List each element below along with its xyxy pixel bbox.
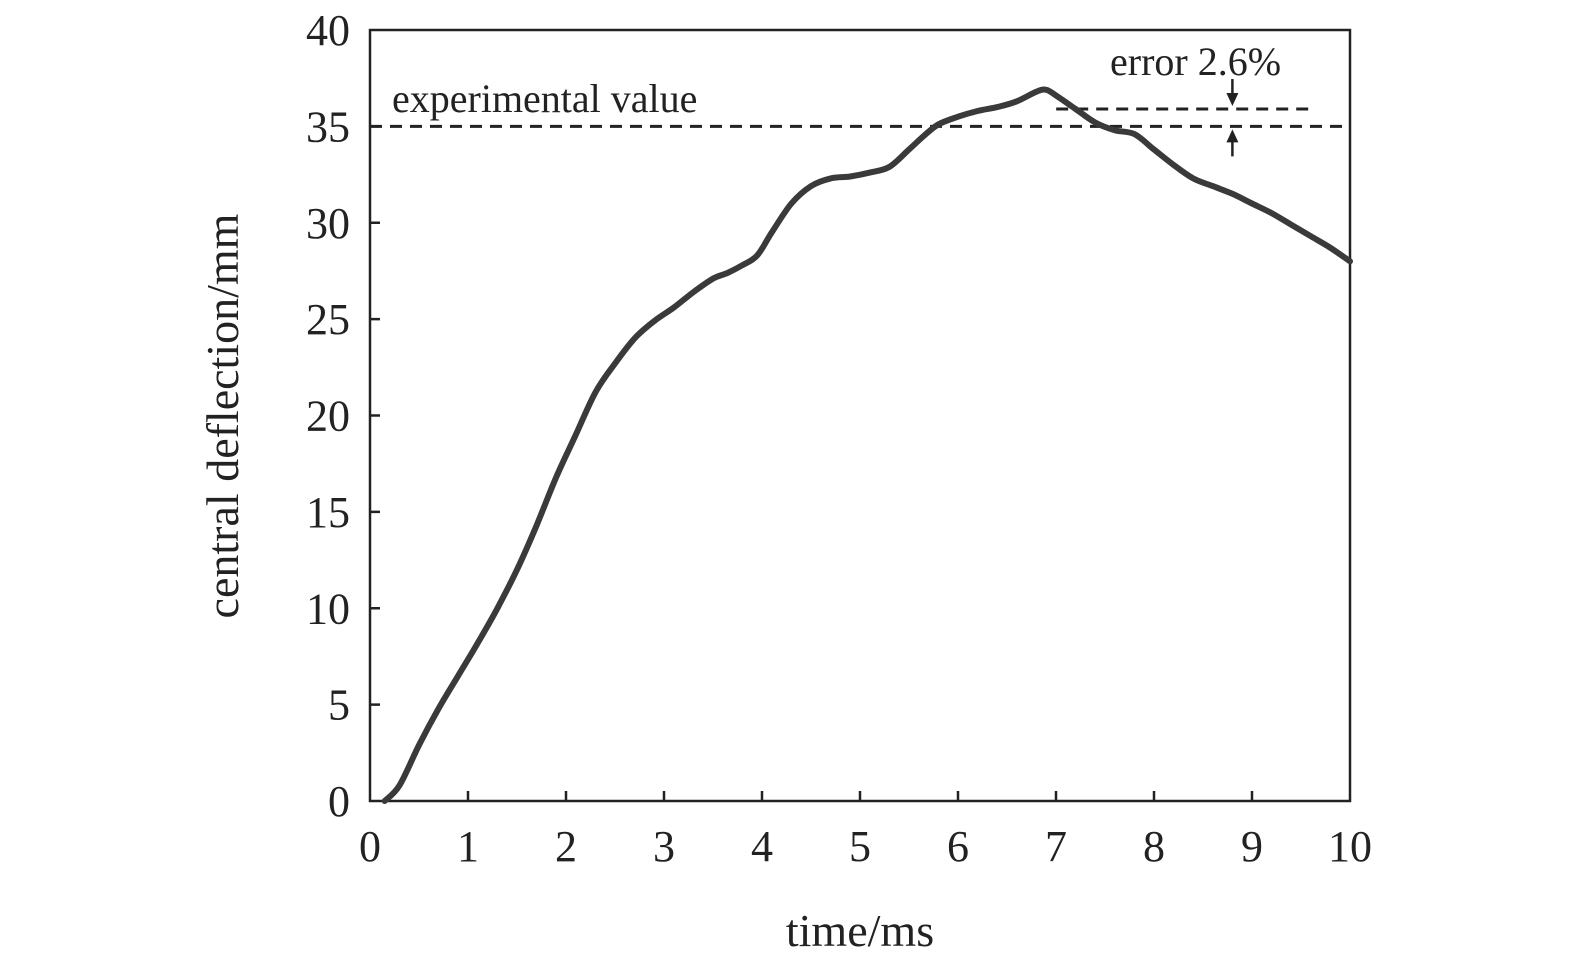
experimental-value-label: experimental value [392,76,697,121]
x-tick-label: 3 [653,822,675,871]
x-tick-label: 1 [457,822,479,871]
y-tick-label: 30 [306,199,350,248]
plot-frame [368,28,1352,803]
y-tick-label: 35 [306,102,350,151]
x-tick-label: 5 [849,822,871,871]
y-axis-title: central deflection/mm [197,213,248,618]
x-tick-label: 8 [1143,822,1165,871]
y-tick-label: 10 [306,584,350,633]
error-annotation-label: error 2.6% [1110,39,1281,84]
x-tick-label: 9 [1241,822,1263,871]
error-arrows [1226,79,1239,157]
x-tick-label: 2 [555,822,577,871]
down-arrow-head [1226,93,1239,107]
y-tick-label: 25 [306,295,350,344]
y-tick-label: 15 [306,488,350,537]
y-tick-label: 5 [328,681,350,730]
x-tick-label: 0 [359,822,381,871]
x-tick-label: 6 [947,822,969,871]
y-tick-label: 20 [306,392,350,441]
x-tick-label: 4 [751,822,773,871]
x-axis-ticks: 0 1 2 3 4 5 6 7 8 9 10 [359,791,1372,871]
deflection-curve [381,86,1353,804]
x-tick-label: 10 [1328,822,1372,871]
x-tick-label: 7 [1045,822,1067,871]
y-tick-label: 0 [328,777,350,826]
y-axis-ticks: 0 5 10 15 20 25 30 35 40 [306,6,380,826]
up-arrow-head [1226,129,1239,143]
y-tick-label: 40 [306,6,350,55]
x-axis-title: time/ms [786,905,934,956]
